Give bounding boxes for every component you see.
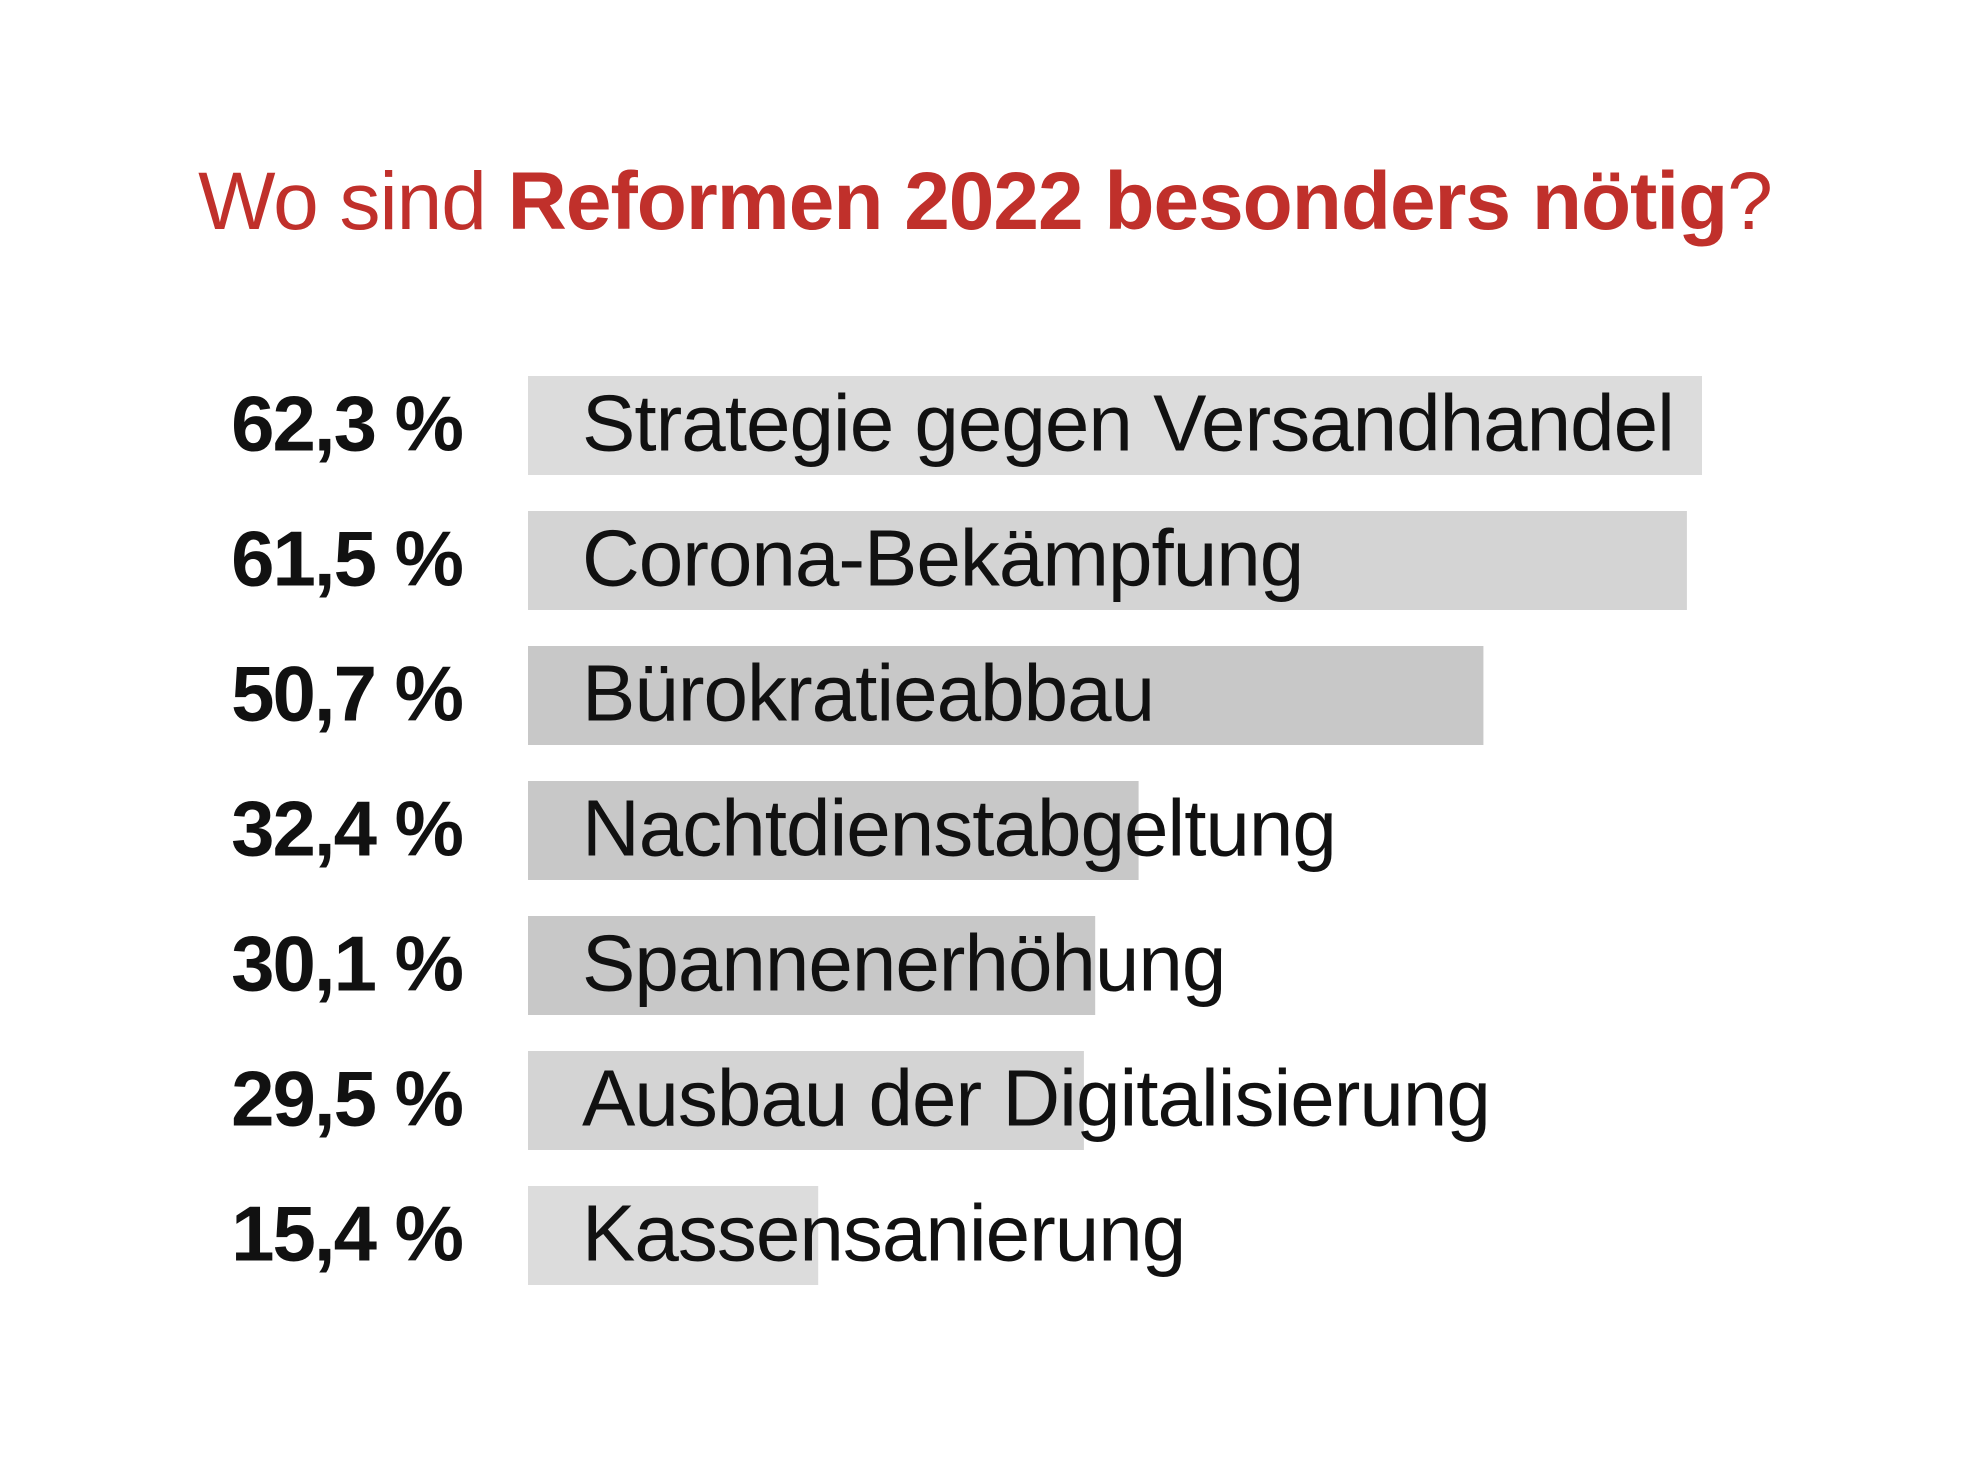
value-label: 30,1 % xyxy=(231,919,462,1007)
bar xyxy=(528,1051,1084,1150)
chart-title-highlight: Reformen 2022 besonders nötig xyxy=(507,156,1729,247)
bar-row: 62,3 % Strategie gegen Versandhandel xyxy=(231,376,1702,475)
bar-row: 15,4 % Kassensanierung xyxy=(231,1186,1186,1285)
bar-row: 29,5 % Ausbau der Digitalisierung xyxy=(231,1051,1491,1150)
bar-row: 61,5 % Corona-Bekämpfung xyxy=(231,511,1687,610)
value-label: 61,5 % xyxy=(231,514,462,602)
bar xyxy=(528,646,1484,745)
category-label: Bürokratieabbau xyxy=(582,648,1154,737)
bar xyxy=(528,511,1687,610)
value-label: 29,5 % xyxy=(231,1054,462,1142)
value-label: 50,7 % xyxy=(231,649,462,737)
bar xyxy=(528,781,1139,880)
chart-title-suffix: ? xyxy=(1727,156,1773,247)
bar-row: 32,4 % Nachtdienstabgeltung xyxy=(231,781,1337,880)
bar-row: 50,7 % Bürokratieabbau xyxy=(231,646,1484,745)
bar xyxy=(528,376,1702,475)
bar-row: 30,1 % Spannenerhöhung xyxy=(231,916,1226,1015)
chart-title: Wo sind Reformen 2022 besonders nötig? xyxy=(0,152,1970,252)
category-label: Nachtdienstabgeltung xyxy=(582,783,1336,872)
bar xyxy=(528,1186,819,1285)
category-label: Corona-Bekämpfung xyxy=(582,513,1303,602)
category-label: Ausbau der Digitalisierung xyxy=(582,1053,1490,1142)
value-label: 62,3 % xyxy=(231,379,462,467)
category-label: Kassensanierung xyxy=(582,1188,1185,1277)
bar xyxy=(528,916,1096,1015)
chart-title-prefix: Wo sind xyxy=(198,156,508,247)
category-label: Strategie gegen Versandhandel xyxy=(582,378,1674,467)
category-label: Spannenerhöhung xyxy=(582,918,1225,1007)
value-label: 32,4 % xyxy=(231,784,462,872)
value-label: 15,4 % xyxy=(231,1189,462,1277)
